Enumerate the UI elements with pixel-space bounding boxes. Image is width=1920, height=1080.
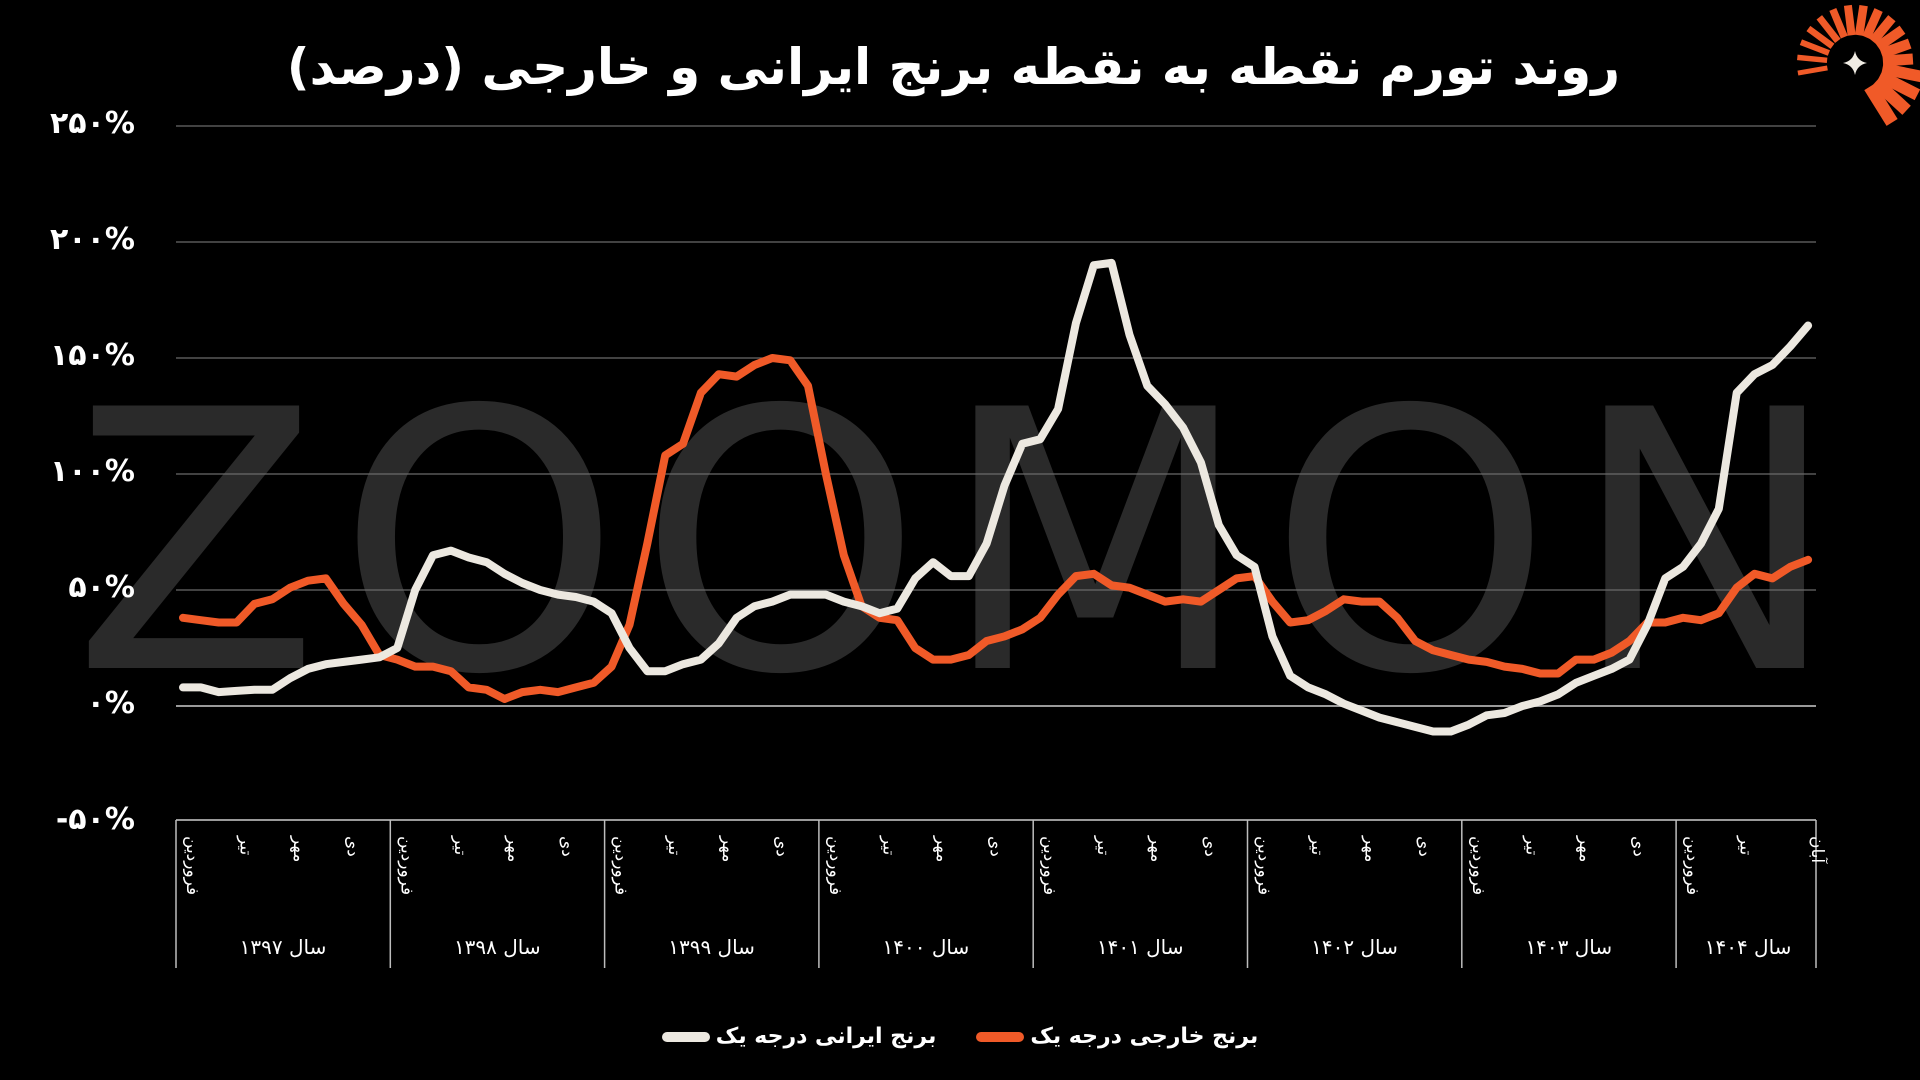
x-tick-month-label: تیر — [235, 836, 256, 856]
x-tick-month-label: مهر — [289, 836, 310, 863]
y-tick-label: ۱۵۰% — [50, 338, 135, 373]
x-year-label: سال ۱۳۹۸ — [453, 935, 541, 959]
x-tick-month-label: مهر — [717, 836, 738, 863]
legend-item-foreign[interactable]: برنج خارجی درجه یک — [976, 1024, 1258, 1049]
x-year-label: سال ۱۴۰۲ — [1311, 935, 1398, 959]
x-tick-month-label: فروردین — [396, 836, 417, 896]
x-tick-month-label: فروردین — [1039, 836, 1060, 896]
x-tick-month-label: مهر — [1574, 836, 1595, 863]
series-lines — [179, 258, 1813, 736]
y-tick-label: ۱۰۰% — [50, 454, 135, 489]
x-tick-month-label: فروردین — [182, 836, 202, 896]
y-tick-label: ۲۰۰% — [50, 222, 135, 257]
x-tick-month-label: تیر — [1092, 836, 1113, 856]
x-tick-month-label: تیر — [878, 836, 899, 856]
x-year-label: سال ۱۴۰۳ — [1525, 935, 1613, 959]
gridlines — [176, 125, 1816, 707]
x-tick-month-label: فروردین — [1253, 836, 1274, 896]
y-tick-label: ۲۵۰% — [50, 106, 135, 141]
x-tick-month-label: مهر — [503, 836, 524, 863]
series-line-iranian — [179, 258, 1813, 736]
x-tick-month-label: دی — [1199, 836, 1220, 857]
legend-swatch-foreign — [976, 1031, 1025, 1042]
series-line-foreign — [179, 354, 1813, 703]
x-tick-month-label: فروردین — [824, 836, 845, 896]
x-tick-month-label: فروردین — [610, 836, 631, 896]
x-year-label: سال ۱۳۹۹ — [668, 935, 755, 959]
x-tick-month-label: تیر — [1307, 836, 1328, 856]
x-tick-month-label: دی — [342, 836, 363, 857]
x-tick-month-label: تیر — [1521, 836, 1542, 856]
x-axis-frame — [175, 819, 1817, 968]
chart-title: روند تورم نقطه به نقطه برنج ایرانی و خار… — [286, 38, 1620, 96]
x-year-label: سال ۱۴۰۱ — [1096, 935, 1184, 959]
x-tick-month-label: فروردین — [1467, 836, 1488, 896]
x-tick-month-label: مهر — [932, 836, 953, 863]
x-tick-month-label: تیر — [449, 836, 470, 856]
x-tick-month-label: مهر — [1360, 836, 1381, 863]
x-year-label: سال ۱۴۰۰ — [882, 935, 970, 959]
x-tick-month-label: دی — [1628, 836, 1649, 857]
x-year-label: سال ۱۳۹۷ — [239, 935, 327, 959]
x-year-label: سال ۱۴۰۴ — [1704, 935, 1792, 959]
x-tick-month-label: فروردین — [1682, 836, 1703, 896]
legend: برنج خارجی درجه یک برنج ایرانی درجه یک — [0, 1024, 1920, 1049]
legend-swatch-iranian — [661, 1031, 710, 1042]
x-tick-month-label: دی — [557, 836, 578, 857]
sunburst-star-logo-icon — [1797, 4, 1920, 126]
x-tick-month-label: دی — [985, 836, 1006, 857]
x-tick-month-label: آبان — [1807, 836, 1828, 864]
watermark-text: ZOOMON — [73, 334, 1858, 753]
y-tick-label: ۵۰% — [68, 570, 135, 605]
y-tick-label: -۵۰% — [55, 802, 135, 837]
legend-label: برنج ایرانی درجه یک — [715, 1024, 937, 1049]
x-tick-month-label: تیر — [1735, 836, 1756, 856]
x-tick-month-label: مهر — [1146, 836, 1167, 863]
legend-label: برنج خارجی درجه یک — [1030, 1024, 1259, 1049]
x-tick-month-label: دی — [771, 836, 792, 857]
y-tick-label: ۰% — [86, 686, 135, 721]
x-tick-month-label: دی — [1414, 836, 1435, 857]
legend-item-iranian[interactable]: برنج ایرانی درجه یک — [661, 1024, 937, 1049]
x-tick-month-label: تیر — [664, 836, 685, 856]
